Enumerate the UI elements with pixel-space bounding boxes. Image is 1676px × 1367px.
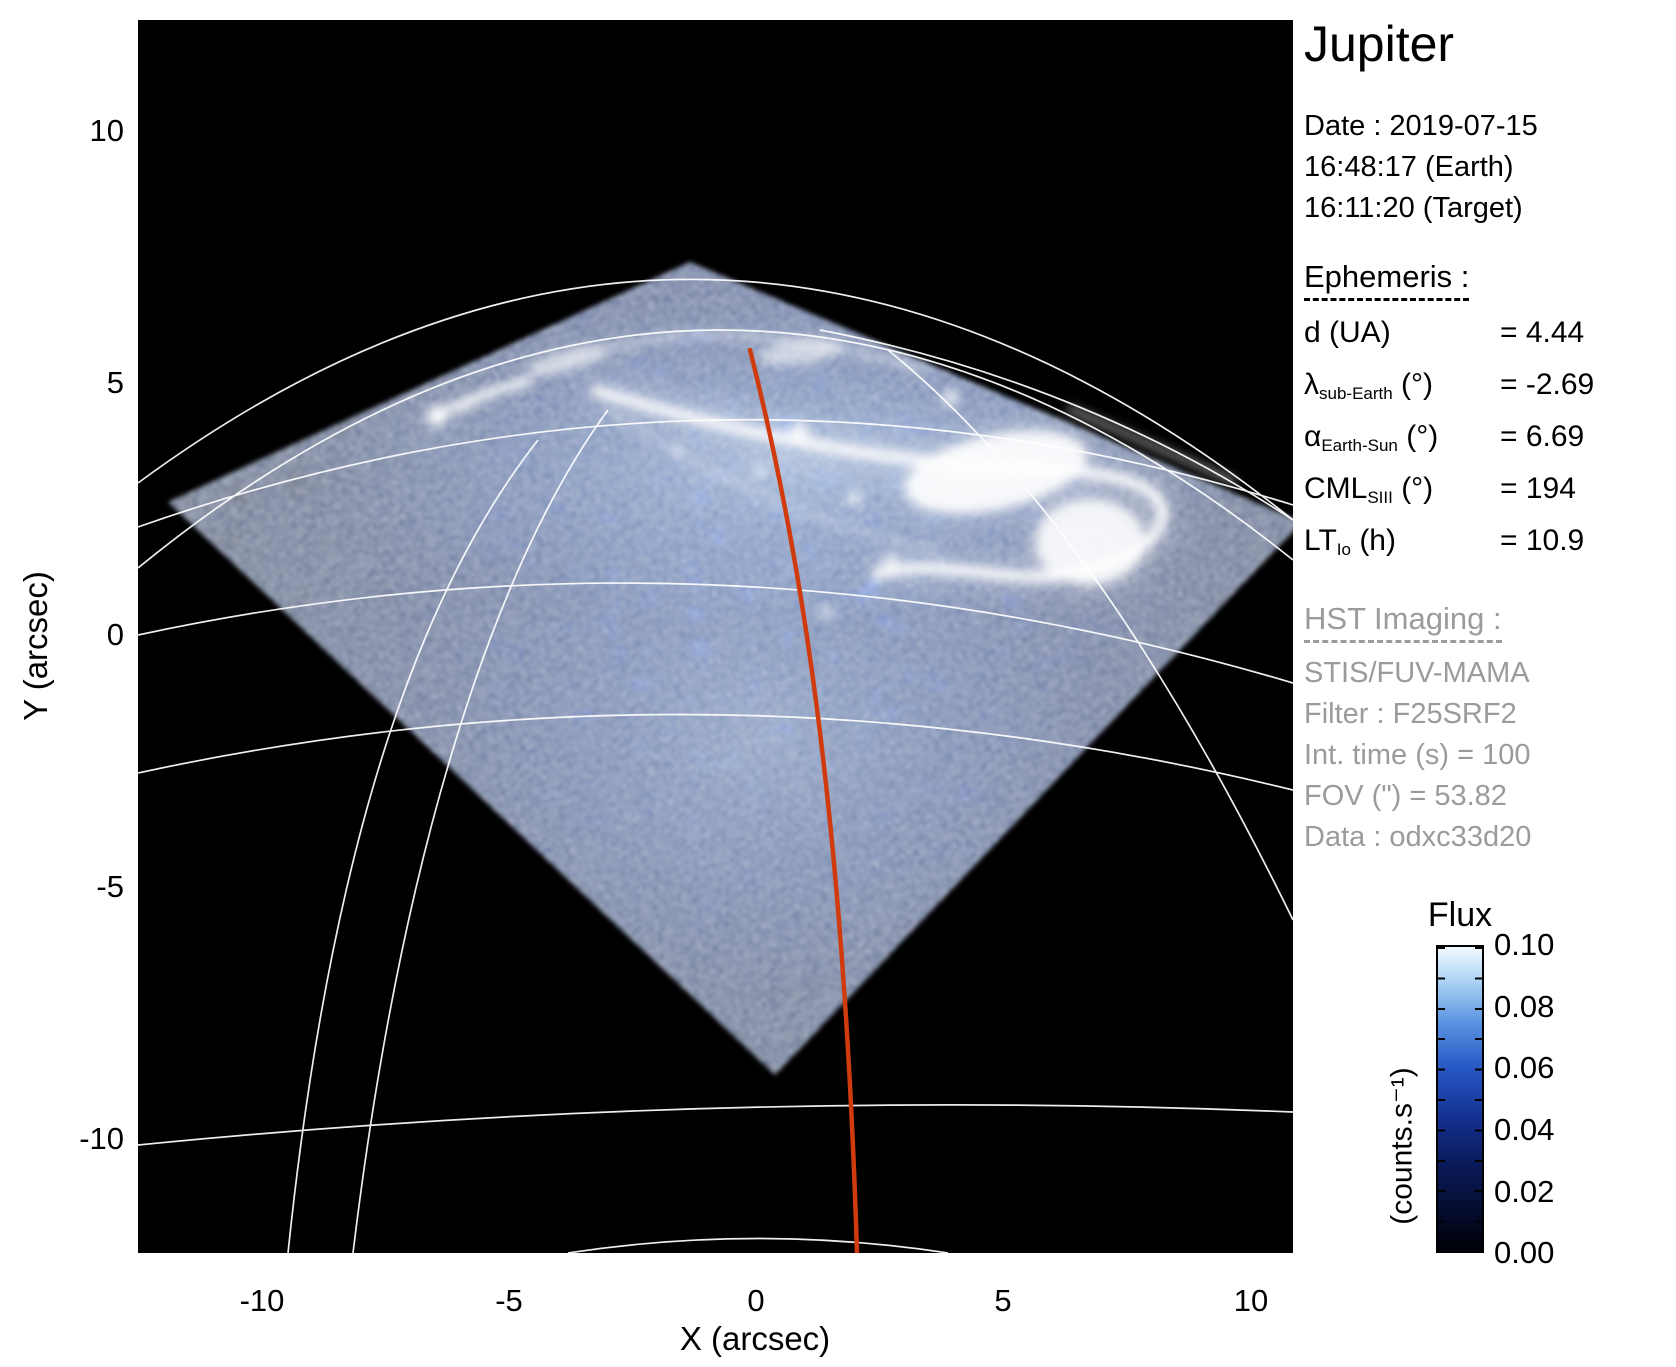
eph-subscript: Earth-Sun xyxy=(1321,436,1398,455)
eph-value: = -2.69 xyxy=(1500,368,1595,401)
colorbar-ticks xyxy=(1475,947,1482,1251)
eph-value: = 4.44 xyxy=(1500,316,1585,349)
colorbar-ticks xyxy=(1438,947,1445,1251)
x-tick-label: 5 xyxy=(994,1283,1012,1318)
eph-unit: (°) xyxy=(1392,472,1434,505)
x-tick-label: -5 xyxy=(495,1283,523,1318)
colorbar-tick-label: 0.02 xyxy=(1494,1174,1555,1209)
eph-symbol: λ xyxy=(1304,368,1319,401)
eph-value: = 194 xyxy=(1500,472,1576,505)
page-title: Jupiter xyxy=(1304,16,1455,72)
eph-unit: (h) xyxy=(1350,524,1396,557)
y-tick-label: -5 xyxy=(96,869,124,904)
ephemeris-row: d (UA) = 4.44 xyxy=(1304,311,1672,363)
hst-instrument: STIS/FUV-MAMA xyxy=(1304,657,1530,689)
hst-int-time: Int. time (s) = 100 xyxy=(1304,739,1531,771)
x-tick-label: 10 xyxy=(1233,1283,1269,1318)
eph-subscript: SIII xyxy=(1367,488,1393,507)
obs-earth-time: 16:48:17 (Earth) xyxy=(1304,151,1514,183)
eph-value: = 10.9 xyxy=(1500,524,1585,557)
ephemeris-heading: Ephemeris : xyxy=(1304,259,1470,301)
eph-unit: (UA) xyxy=(1320,316,1391,349)
eph-value: = 6.69 xyxy=(1500,420,1585,453)
x-tick-label: -10 xyxy=(239,1283,285,1318)
hst-heading: HST Imaging : xyxy=(1304,601,1502,643)
y-axis-title: Y (arcsec) xyxy=(17,571,54,721)
x-tick-label: 0 xyxy=(747,1283,765,1318)
flux-colorbar xyxy=(1436,945,1484,1253)
hst-fov: FOV (") = 53.82 xyxy=(1304,780,1507,812)
hst-filter: Filter : F25SRF2 xyxy=(1304,698,1517,730)
ephemeris-row: λsub-Earth (°) = -2.69 xyxy=(1304,363,1672,415)
colorbar-tick-label: 0.10 xyxy=(1494,927,1555,962)
colorbar-title: Flux xyxy=(1427,896,1493,934)
hst-data-id: Data : odxc33d20 xyxy=(1304,821,1532,853)
eph-symbol: CML xyxy=(1304,472,1368,505)
eph-subscript: Io xyxy=(1336,540,1351,559)
colorbar-tick-label: 0.08 xyxy=(1494,989,1555,1024)
hst-imaging-section: HST Imaging : STIS/FUV-MAMA Filter : F25… xyxy=(1304,571,1672,858)
ephemeris-row: LTIo (h) = 10.9 xyxy=(1304,519,1672,571)
info-panel: Jupiter Date : 2019-07-15 16:48:17 (Eart… xyxy=(1304,16,1672,858)
y-tick-label: 5 xyxy=(106,365,124,400)
jupiter-aurora-plot xyxy=(138,20,1293,1253)
ephemeris-section: Ephemeris : d (UA) = 4.44 λsub-Earth (°) =… xyxy=(1304,229,1672,571)
colorbar-tick-label: 0.06 xyxy=(1494,1050,1555,1085)
obs-date: Date : 2019-07-15 xyxy=(1304,110,1538,142)
eph-symbol: α xyxy=(1304,420,1322,453)
y-tick-label: -10 xyxy=(79,1121,124,1156)
colorbar-tick-label: 0.04 xyxy=(1494,1112,1555,1147)
obs-target-time: 16:11:20 (Target) xyxy=(1304,192,1523,224)
eph-subscript: sub-Earth xyxy=(1319,384,1393,403)
y-tick-label: 0 xyxy=(106,617,124,652)
y-tick-label: 10 xyxy=(89,113,124,148)
eph-unit: (°) xyxy=(1392,368,1434,401)
eph-symbol: LT xyxy=(1304,524,1337,557)
eph-unit: (°) xyxy=(1397,420,1439,453)
aurora-emission xyxy=(427,331,1238,620)
colorbar-unit: (counts.s⁻¹) xyxy=(1385,1067,1419,1225)
ephemeris-row: CMLSIII (°) = 194 xyxy=(1304,467,1672,519)
planet-graticule xyxy=(138,278,1293,1253)
cml-meridian-line xyxy=(747,347,860,1253)
observation-datetime: Date : 2019-07-15 16:48:17 (Earth) 16:11… xyxy=(1304,106,1672,229)
colorbar-tick-label: 0.00 xyxy=(1494,1235,1555,1270)
eph-symbol: d xyxy=(1304,316,1321,349)
x-axis-title: X (arcsec) xyxy=(679,1320,831,1357)
ephemeris-row: αEarth-Sun (°) = 6.69 xyxy=(1304,415,1672,467)
